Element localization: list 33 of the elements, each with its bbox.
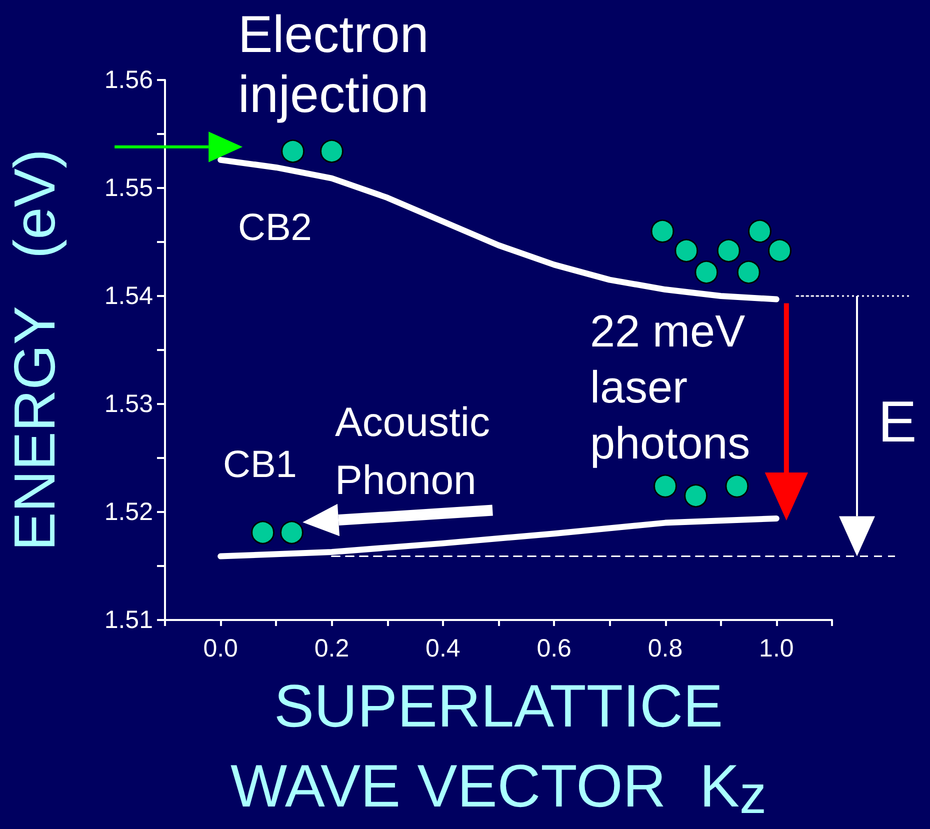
y-tick-label: 1.56 xyxy=(104,66,153,94)
point xyxy=(768,238,792,262)
point xyxy=(694,260,718,284)
y-tick-label: 1.54 xyxy=(104,282,154,310)
y-tick-label: 1.55 xyxy=(104,174,153,202)
point xyxy=(716,238,740,262)
y-tick-label: 1.52 xyxy=(104,498,153,526)
text: E xyxy=(878,390,917,454)
annotation: Acoustic Phonon xyxy=(335,399,490,503)
x-tick-label: 1.0 xyxy=(759,634,794,662)
point xyxy=(281,140,305,164)
point xyxy=(251,520,275,544)
point xyxy=(654,474,677,498)
x-tick-label: 0.2 xyxy=(314,634,350,662)
x-tick-label: 0.4 xyxy=(426,634,460,662)
point xyxy=(280,520,304,544)
x-tick-label: 0.6 xyxy=(536,634,572,662)
point xyxy=(320,140,344,164)
annotation: 22 meV laser photons xyxy=(590,306,750,468)
x-tick-label: 0.0 xyxy=(203,634,238,662)
x-tick-label: 0.8 xyxy=(648,634,683,662)
y-tick-label: 1.53 xyxy=(104,390,153,418)
point xyxy=(736,260,760,284)
annotation: CB1 xyxy=(223,444,297,486)
point xyxy=(674,238,698,262)
point xyxy=(748,219,772,243)
point xyxy=(650,219,674,243)
y-tick-label: 1.51 xyxy=(104,606,153,634)
point xyxy=(725,474,749,498)
annotation: CB2 xyxy=(238,207,312,249)
y-axis-title: ENERGY (eV) xyxy=(2,149,68,551)
point xyxy=(684,484,708,508)
annotation: Electron injection xyxy=(238,6,429,124)
